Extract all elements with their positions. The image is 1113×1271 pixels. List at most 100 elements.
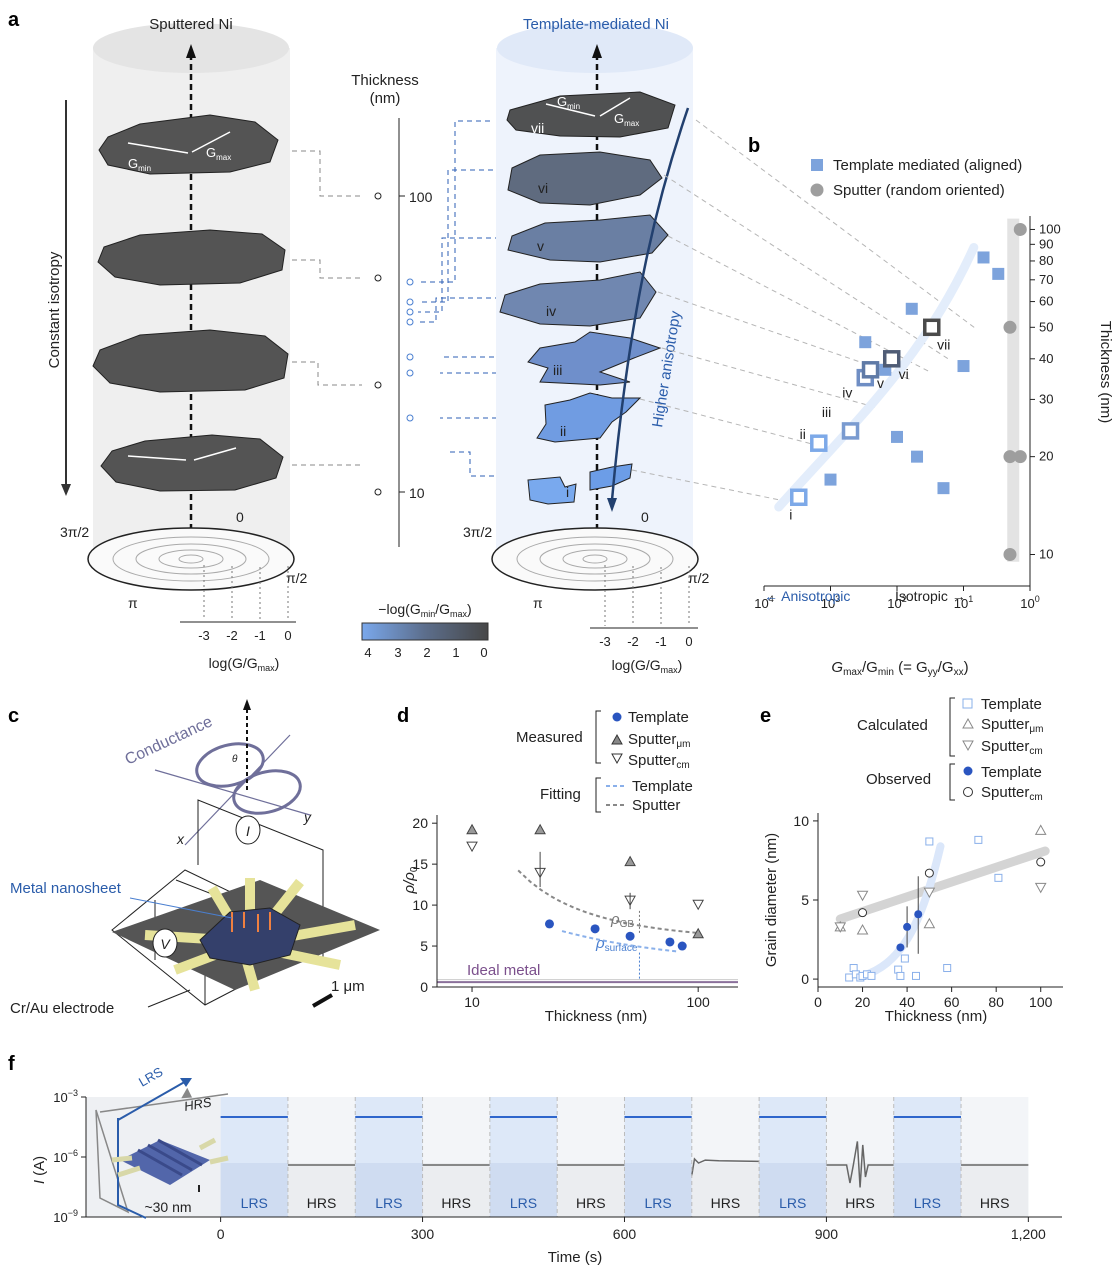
angle-pi-left: π: [128, 595, 138, 611]
gmin-arrow-left: [127, 142, 189, 154]
panel-b-ytick-label: 40: [1039, 351, 1053, 366]
template-calc-point: [925, 837, 934, 846]
legend-measured-label: Measured: [516, 729, 583, 746]
angle-3halfpi-left: 3π/2: [60, 524, 89, 540]
template-point: [977, 251, 990, 264]
panel-d-ytick-label: 10: [412, 897, 428, 913]
inset-hrs-label: HRS: [183, 1094, 213, 1114]
panel-b-xtick-label: 103: [821, 594, 840, 611]
axis-y-label: y: [303, 809, 312, 825]
electrode-pointer: [147, 989, 191, 1008]
panel-d-ytick-label: 0: [420, 979, 428, 995]
panel-f-xtick-label: 300: [411, 1226, 435, 1242]
legend-fitting-label: Fitting: [540, 786, 581, 803]
legend-d-template: Template: [628, 709, 689, 726]
constant-isotropy-arrowhead: [61, 484, 71, 496]
legend-template-label: Template mediated (aligned): [833, 157, 1022, 174]
colorbar-title: −log(Gmin/Gmax): [378, 601, 471, 619]
panel-f-plot: LRS HRS LRS HRS LRS HRS LRS HRS LRS HRS LRS HRS 10−3…: [53, 1088, 1062, 1242]
right-log-tick-0: 0: [685, 634, 692, 649]
legend-d-sputter-um-marker: [611, 733, 623, 745]
state-label-lrs: LRS: [241, 1195, 268, 1211]
legend-e-template-obs-marker: [963, 766, 973, 776]
colorbar-tick-3: 3: [394, 645, 401, 660]
sputter-point: [1003, 320, 1017, 334]
gmax-arrow-right: [599, 97, 631, 117]
sputter-grain-100: [98, 114, 279, 175]
legend-e-template-obs: Template: [981, 764, 1042, 781]
state-label-hrs: HRS: [980, 1195, 1010, 1211]
panel-f-ylabel: I (A): [31, 1156, 48, 1184]
grain-arrow-1: [127, 455, 187, 461]
thickness-axis-title-1: Thickness: [351, 72, 419, 89]
thickness-tick-100: 100: [409, 189, 433, 205]
panel-label-b: b: [748, 135, 760, 157]
conductance-diagram: [154, 699, 311, 846]
colorbar: [361, 622, 489, 641]
sputter-grain-30: [92, 329, 289, 393]
colorbar-tick-0: 0: [480, 645, 487, 660]
higher-anisotropy-arrowhead: [607, 498, 617, 512]
isotropic-label: Isotropic →: [895, 588, 966, 604]
panel-d-ytick-label: 15: [412, 856, 428, 872]
lrs-band-lower: [893, 1163, 962, 1217]
gmin-label-left: Gmin: [128, 156, 151, 173]
panel-b-ytick-label: 60: [1039, 294, 1053, 309]
panel-b-ytick-label: 70: [1039, 272, 1053, 287]
panel-b-ytick-label: 100: [1039, 221, 1061, 236]
left-log-tick-m1: -1: [254, 628, 266, 643]
panel-e-xtick-label: 80: [988, 994, 1004, 1010]
legend-sputter-label: Sputter (random oriented): [833, 182, 1005, 199]
right-log-label: log(G/Gmax): [612, 657, 683, 675]
panel-f-xtick-label: 900: [815, 1226, 839, 1242]
ideal-metal-label: Ideal metal: [467, 962, 540, 979]
panel-e-ytick-label: 10: [793, 813, 809, 829]
panel-d-plot: 10 100 0 5 10 15 20: [412, 815, 738, 1010]
template-point: [911, 450, 924, 463]
template-calc-point: [974, 835, 983, 844]
legend-e-sputter-cm: Sputtercm: [981, 738, 1043, 757]
angle-pi-right: π: [533, 595, 543, 611]
template-point-d: [625, 931, 635, 941]
roman-label-b-iii: iii: [822, 404, 831, 420]
right-log-tick-m2: -2: [627, 634, 639, 649]
right-log-tick-m1: -1: [655, 634, 667, 649]
panel-d-xtick-label: 10: [464, 994, 480, 1010]
anisotropic-label: ← Anisotropic: [764, 588, 850, 604]
higher-anisotropy-curve: [610, 107, 690, 501]
highlight-point-vi: [882, 350, 901, 368]
template-point: [891, 430, 903, 443]
template-trend-band: [774, 243, 979, 512]
hrs-trace: [826, 1141, 894, 1188]
colorbar-tick-4: 4: [364, 645, 371, 660]
template-calc-point: [994, 873, 1003, 882]
state-label-lrs: LRS: [375, 1195, 402, 1211]
template-grain-iv: [499, 271, 657, 327]
legend-fit-template: Template: [632, 778, 693, 795]
left-polar-disc: [87, 527, 295, 591]
sputter-um-point: [624, 855, 636, 867]
rho-surface-label: ρsurface: [595, 935, 638, 954]
panel-b-ylabel: Thickness (nm): [1097, 321, 1113, 424]
panel-f-xtick-label: 0: [217, 1226, 225, 1242]
left-log-label: log(G/Gmax): [209, 655, 280, 673]
panel-e-xtick-label: 0: [814, 994, 822, 1010]
sputter-thickness-markers: [374, 192, 382, 496]
lrs-band-lower: [489, 1163, 558, 1217]
current-meter: [235, 815, 261, 845]
template-calc-point: [867, 971, 876, 980]
lrs-band-lower: [624, 1163, 692, 1217]
left-log-tick-m2: -2: [226, 628, 238, 643]
legend-template-swatch: [811, 159, 823, 171]
panel-f-ytick-label: 10−6: [53, 1148, 78, 1165]
sputter-cm-obs-point: [858, 908, 868, 918]
device-inset: [95, 1078, 229, 1219]
lrs-band-lower: [220, 1163, 288, 1217]
panel-e-xtick-label: 60: [944, 994, 960, 1010]
roman-label-b-ii: ii: [800, 426, 806, 442]
hrs-band-lower: [961, 1163, 1029, 1217]
legend-d-template-marker: [612, 712, 622, 722]
panel-b-ytick-label: 20: [1039, 449, 1053, 464]
colorbar-tick-2: 2: [423, 645, 430, 660]
right-title: Template-mediated Ni: [523, 16, 669, 33]
